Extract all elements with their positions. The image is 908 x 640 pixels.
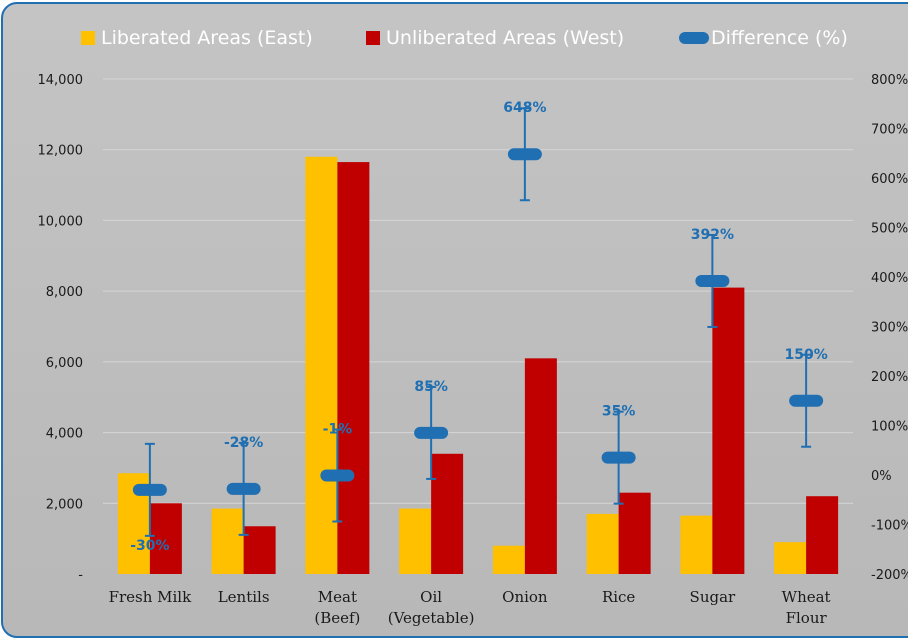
chart: - 2,000 4,000 6,000 8,000 10,000 12,000 14,000 -… xyxy=(38,27,908,627)
x-category-label: Meat xyxy=(318,588,357,606)
y-right-tick-label: 0% xyxy=(871,469,892,484)
y-right-tick-label: -200% xyxy=(871,568,908,583)
difference-data-label: 35% xyxy=(602,404,636,420)
bar-liberated-east xyxy=(211,508,244,574)
legend-label-liberated-east: Liberated Areas (East) xyxy=(101,27,313,49)
bar-liberated-east xyxy=(774,542,807,574)
y-left-tick-label: 10,000 xyxy=(38,214,84,229)
bar-liberated-east xyxy=(680,515,713,574)
bar-liberated-east xyxy=(399,508,432,574)
bar-unliberated-west xyxy=(243,526,276,574)
x-category-label: (Vegetable) xyxy=(388,609,475,627)
y-right-tick-label: 100% xyxy=(871,420,908,435)
bar-unliberated-west xyxy=(712,287,745,574)
x-category-label: Flour xyxy=(786,609,828,627)
difference-marker xyxy=(789,394,824,407)
x-category-label: Wheat xyxy=(782,588,831,606)
y-left-tick-label: 8,000 xyxy=(46,285,83,300)
y-left-tick-label: 12,000 xyxy=(38,144,84,159)
bar-liberated-east xyxy=(305,156,338,575)
y-right-tick-label: 800% xyxy=(871,73,908,88)
legend-swatch-liberated-east xyxy=(81,31,95,45)
bar-unliberated-west xyxy=(337,162,370,574)
y-left-tick-label: 6,000 xyxy=(46,356,83,371)
bar-unliberated-west xyxy=(806,496,839,574)
y-right-tick-label: 500% xyxy=(871,222,908,237)
legend-swatch-unliberated-west xyxy=(366,31,380,45)
difference-data-label: -1% xyxy=(323,421,353,437)
difference-marker xyxy=(414,426,449,439)
x-category-label: Onion xyxy=(502,588,548,606)
x-category-label: Rice xyxy=(602,588,635,606)
x-category-label: Sugar xyxy=(690,588,736,606)
difference-marker xyxy=(320,469,355,482)
difference-data-label: -30% xyxy=(130,538,169,554)
legend-label-unliberated-west: Unliberated Areas (West) xyxy=(386,27,624,49)
y-left-tick-label: - xyxy=(78,568,83,583)
y-right-tick-label: 300% xyxy=(871,321,908,336)
y-right-tick-label: -100% xyxy=(871,519,908,534)
difference-data-label: -28% xyxy=(224,435,263,451)
x-category-label: (Beef) xyxy=(314,609,360,627)
difference-data-label: 392% xyxy=(691,227,734,243)
legend-swatch-difference xyxy=(679,32,709,44)
difference-data-label: 85% xyxy=(414,379,448,395)
difference-marker xyxy=(695,274,730,287)
bar-unliberated-west xyxy=(431,453,464,574)
y-left-tick-label: 4,000 xyxy=(46,427,83,442)
y-left-tick-label: 14,000 xyxy=(38,73,84,88)
legend-label-difference: Difference (%) xyxy=(711,27,848,49)
bar-unliberated-west xyxy=(149,503,182,574)
difference-data-label: 150% xyxy=(784,347,827,363)
difference-marker xyxy=(601,451,636,464)
difference-marker xyxy=(132,483,167,496)
bar-unliberated-west xyxy=(524,358,557,574)
x-category-label: Lentils xyxy=(218,588,270,606)
bar-liberated-east xyxy=(492,545,525,574)
difference-marker xyxy=(226,482,261,495)
bar-unliberated-west xyxy=(618,492,651,574)
difference-marker xyxy=(507,148,542,161)
y-right-tick-label: 700% xyxy=(871,123,908,138)
y-right-tick-label: 400% xyxy=(871,271,908,286)
y-right-tick-label: 200% xyxy=(871,370,908,385)
x-category-label: Fresh Milk xyxy=(109,588,193,606)
y-left-tick-label: 2,000 xyxy=(46,497,83,512)
x-category-label: Oil xyxy=(420,588,442,606)
y-right-tick-label: 600% xyxy=(871,172,908,187)
bar-liberated-east xyxy=(586,513,619,574)
difference-data-label: 648% xyxy=(503,100,546,116)
